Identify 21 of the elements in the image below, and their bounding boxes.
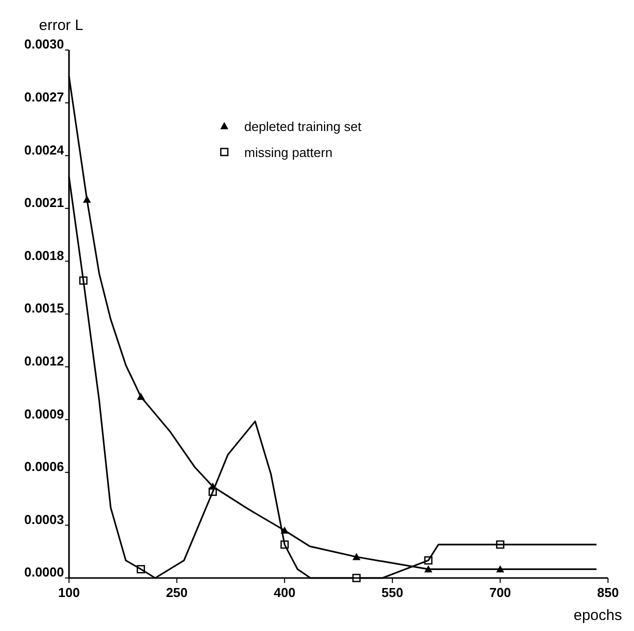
y-tick-label: 0.0009	[24, 406, 64, 422]
x-tick-label: 100	[58, 585, 80, 600]
x-tick-label: 550	[382, 585, 404, 600]
y-tick-label: 0.0015	[24, 300, 64, 316]
y-tick-label: 0.0024	[24, 142, 65, 158]
legend-label: missing pattern	[244, 145, 332, 160]
y-tick-label: 0.0018	[24, 248, 64, 263]
x-tick-label: 850	[597, 585, 619, 600]
x-tick-label: 700	[489, 585, 512, 600]
y-tick-label: 0.0027	[24, 90, 64, 104]
y-tick-label: 0.0030	[24, 36, 64, 52]
y-tick-label: 0.0006	[24, 459, 64, 474]
x-tick-label: 400	[274, 585, 296, 600]
y-tick-label: 0.0021	[24, 195, 64, 210]
y-tick-label: 0.0003	[24, 512, 64, 527]
y-axis-title: error L	[39, 17, 84, 34]
x-axis-title: epochs	[574, 607, 622, 624]
y-tick-label: 0.0000	[24, 564, 64, 580]
legend-label: depleted training set	[244, 119, 362, 134]
x-tick-label: 250	[166, 585, 188, 600]
y-tick-label: 0.0012	[24, 354, 64, 368]
